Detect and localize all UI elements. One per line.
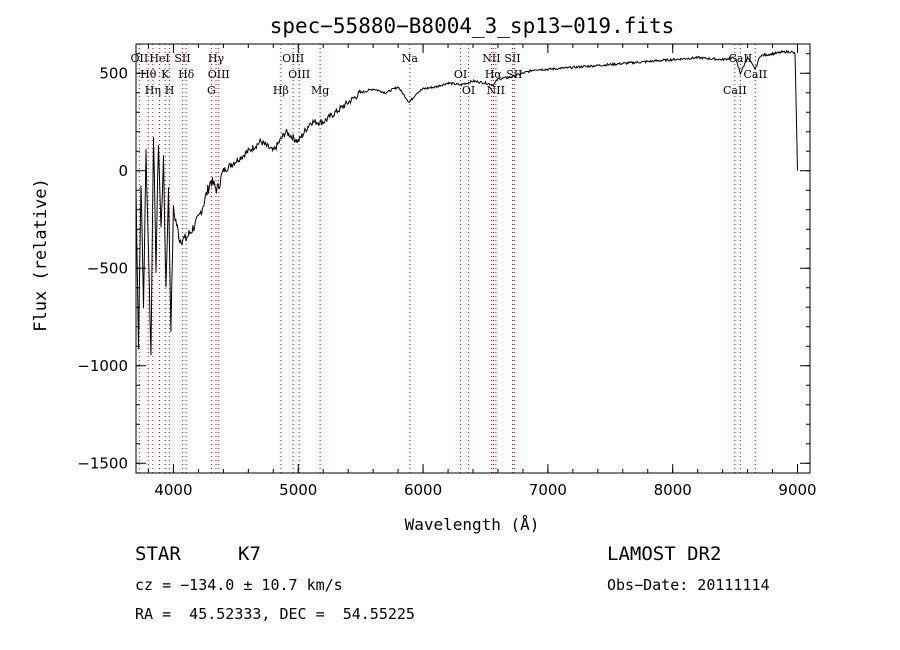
spectral-line-label: H <box>165 84 175 97</box>
spectral-line-label: OIII <box>288 68 310 81</box>
spectral-line-label: CaII <box>723 84 747 97</box>
spectral-line-label: Hη <box>145 84 161 97</box>
spectral-line-label: SII <box>174 52 190 65</box>
y-axis-label: Flux (relative) <box>31 178 51 332</box>
spectral-line-label: NII <box>482 52 500 65</box>
spectral-line-label: Mg <box>311 84 329 97</box>
spectral-line-label: CaII <box>743 68 767 81</box>
spectral-line-label: OIII <box>208 68 230 81</box>
spectral-line-label: NII <box>487 84 505 97</box>
spectral-line-label: K <box>161 68 170 81</box>
spectral-line-label: OIII <box>282 52 304 65</box>
coordinates: RA = 45.52333, DEC = 54.55225 <box>135 605 415 623</box>
x-tick-label: 8000 <box>654 481 692 499</box>
spectral-line-label: HeI <box>149 52 169 65</box>
x-tick-label: 5000 <box>279 481 317 499</box>
x-tick-label: 7000 <box>529 481 567 499</box>
spectral-line-label: Hδ <box>178 68 195 81</box>
plot-frame <box>135 43 811 474</box>
object-subclass: K7 <box>238 543 261 565</box>
y-tick-label: 500 <box>99 64 128 82</box>
y-tick-label: −1500 <box>77 454 128 472</box>
spectral-lines-layer <box>138 44 756 473</box>
x-tick-label: 4000 <box>154 481 192 499</box>
redshift-cz: cz = −134.0 ± 10.7 km/s <box>135 576 343 594</box>
y-tick-label: −1000 <box>77 357 128 375</box>
spectral-line-label: OI <box>454 68 467 81</box>
spectral-line-label: G <box>207 84 216 97</box>
x-tick-label: 6000 <box>404 481 442 499</box>
spectral-line-label: Na <box>402 52 419 65</box>
observation-date: Obs−Date: 20111114 <box>607 576 770 594</box>
axes-layer: 4000 5000 6000 7000 8000 9000 −1500 −1000 −500 0 5… <box>77 43 817 499</box>
spectral-line-label: SII <box>504 52 520 65</box>
spectral-line-label: OII <box>131 52 149 65</box>
y-tick-label: −500 <box>87 259 128 277</box>
object-class: STAR <box>135 543 181 565</box>
spectral-line-label: Hγ <box>208 52 225 65</box>
spectral-line-label: Hθ <box>140 68 157 81</box>
spectral-line-label: OI <box>462 84 475 97</box>
spectral-line-labels-layer: OIIHθHηHeIKHSIIHδGHγOIIIHβOIIIOIIIMgNaOI… <box>131 52 768 97</box>
x-tick-label: 9000 <box>778 481 816 499</box>
y-tick-label: 0 <box>118 162 128 180</box>
survey-name: LAMOST DR2 <box>607 543 722 565</box>
spectral-line-label: Hβ <box>273 84 289 97</box>
x-axis-label: Wavelength (Å) <box>405 515 540 534</box>
chart-title: spec−55880−B8004_3_sp13−019.fits <box>270 14 675 38</box>
spectrum-series-line <box>135 49 798 356</box>
